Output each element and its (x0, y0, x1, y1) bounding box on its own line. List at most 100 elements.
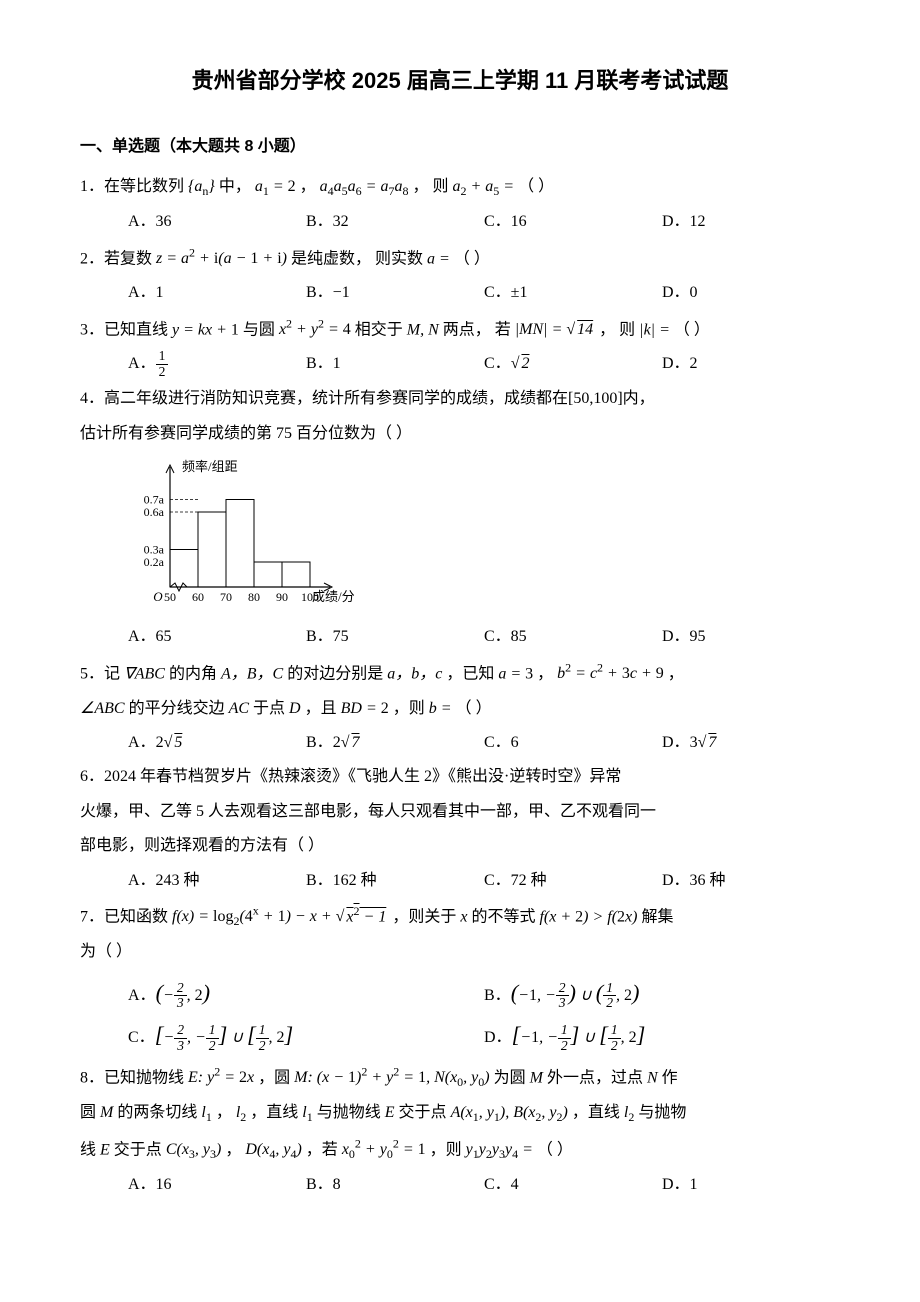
question-2: 2．若复数 z = a2 + i(a − 1 + i) 是纯虚数， 则实数 a … (80, 242, 840, 275)
q8-t: 交于点 (399, 1104, 447, 1121)
q5-d: D (289, 700, 301, 717)
q2-z: z = a2 + i(a − 1 + i) (156, 250, 287, 267)
q1-a456: a4a5a6 = a7a8 (320, 178, 409, 195)
svg-text:90: 90 (276, 590, 288, 604)
q5-options: A．2√5 B．2√7 C．6 D．3√7 (128, 728, 840, 758)
q8-d: D(x4, y4) (245, 1141, 301, 1158)
question-4: 4．高二年级进行消防知识竞赛，统计所有参赛同学的成绩，成绩都在[50,100]内… (80, 384, 840, 414)
q8-opt-d: D．1 (662, 1170, 840, 1200)
q2-opt-b: B．−1 (306, 278, 484, 308)
svg-text:成绩/分: 成绩/分 (312, 589, 355, 604)
q7-x: x (460, 908, 467, 925)
q4-l1a: 4．高二年级进行消防知识竞赛，统计所有参赛同学的成绩，成绩都在 (80, 390, 568, 407)
q3-line: y = kx + 1 (172, 321, 239, 338)
q5-abc: A，B，C (221, 665, 283, 682)
q6-opt-c: C．72 种 (484, 866, 662, 896)
question-8b: 圆 M 的两条切线 l1 ， l2 ，直线 l1 与抛物线 E 交于点 A(x1… (80, 1098, 840, 1129)
svg-text:频率/组距: 频率/组距 (182, 459, 238, 474)
q8-n: N (647, 1069, 658, 1086)
q7-ineq: f(x + 2) > f(2x) (539, 908, 637, 925)
q8-ab: A(x1, y1), B(x2, y2) (451, 1104, 568, 1121)
q7-t: ，则关于 (392, 908, 456, 925)
q7-t: 的不等式 (471, 908, 535, 925)
q8-t: 外一点，过点 (547, 1069, 643, 1086)
question-7: 7．已知函数 f(x) = log2(4x + 1) − x + √x2 − 1… (80, 900, 840, 933)
q5-b-label: B． (306, 734, 333, 751)
q7-fx: f(x) = log2(4x + 1) − x + √x2 − 1 (172, 908, 388, 925)
q8-opt-a: A．16 (128, 1170, 306, 1200)
q4-opt-c: C．85 (484, 622, 662, 652)
q3-opt-c: C．√2 (484, 349, 662, 380)
q4-opt-d: D．95 (662, 622, 840, 652)
question-8: 8．已知抛物线 E: y2 = 2x ，圆 M: (x − 1)2 + y2 =… (80, 1061, 840, 1094)
q5-blank: （ ） (456, 700, 492, 717)
q8-mlab: M (530, 1069, 543, 1086)
q5-bd: BD = 2 (341, 700, 389, 717)
q5-t: ，已知 (446, 665, 494, 682)
question-6c: 部电影，则选择观看的方法有（ ） (80, 831, 840, 861)
q8-prod: y1y2y3y4 = (466, 1141, 533, 1158)
question-8c: 线 E 交于点 C(x3, y3) ， D(x4, y4) ，若 x02 + y… (80, 1133, 840, 1166)
q8-t: ， (225, 1141, 241, 1158)
q1-seq: {an} (188, 178, 215, 195)
q3-text: 与圆 (243, 321, 275, 338)
q5-t: ， (537, 665, 553, 682)
q8-cond: x02 + y02 = 1 (342, 1141, 426, 1158)
q5-opt-a: A．2√5 (128, 728, 306, 758)
q6-options: A．243 种 B．162 种 C．72 种 D．36 种 (128, 866, 840, 896)
q4-opt-b: B．75 (306, 622, 484, 652)
q8-m2: M (100, 1104, 113, 1121)
q7-d-label: D． (484, 1029, 512, 1046)
q1-opt-b: B．32 (306, 207, 484, 237)
question-6a: 6．2024 年春节档贺岁片《热辣滚烫》《飞驰人生 2》《熊出没·逆转时空》异常 (80, 762, 840, 792)
q7-opt-a: A．(−23, 2) (128, 972, 484, 1015)
q8-t: 为圆 (494, 1069, 526, 1086)
q7-opt-d: D．[−1, −12] ∪ [12, 2] (484, 1014, 840, 1057)
q8-e3: E (100, 1141, 110, 1158)
question-3: 3．已知直线 y = kx + 1 与圆 x2 + y2 = 4 相交于 M, … (80, 313, 840, 346)
svg-text:70: 70 (220, 590, 232, 604)
q6-opt-a: A．243 种 (128, 866, 306, 896)
q8-opt-c: C．4 (484, 1170, 662, 1200)
q5-beq: b = (429, 700, 452, 717)
q1-a1: a1 = 2 (255, 178, 296, 195)
q5-t: ，则 (393, 700, 425, 717)
q4-range: [50,100] (568, 390, 623, 407)
q8-t: 圆 (80, 1104, 96, 1121)
q3-opt-d: D．2 (662, 349, 840, 380)
q8-c: C(x3, y3) (166, 1141, 222, 1158)
q5-abclow: a，b，c (387, 665, 442, 682)
q1-opt-a: A．36 (128, 207, 306, 237)
q8-t: ，直线 (250, 1104, 298, 1121)
q8-t: 交于点 (114, 1141, 162, 1158)
q8-t: ，圆 (258, 1069, 290, 1086)
histogram: 0.7a0.6a0.3a0.2a5060708090100频率/组距成绩/分O (120, 457, 840, 618)
q1-blank: （ ） (518, 178, 554, 195)
q1-text: ， 则 (412, 178, 448, 195)
question-7b: 为（ ） (80, 937, 840, 967)
q5-d-label: D． (662, 734, 690, 751)
q5-t: ，且 (305, 700, 337, 717)
q1-opt-d: D．12 (662, 207, 840, 237)
q3-options: A．12 B．1 C．√2 D．2 (128, 349, 840, 380)
q5-ac: AC (229, 700, 249, 717)
q5-t: ， (668, 665, 684, 682)
q1-text: 中， (219, 178, 251, 195)
q8-t: 与抛物 (638, 1104, 686, 1121)
question-1: 1．在等比数列 {an} 中， a1 = 2 ， a4a5a6 = a7a8 ，… (80, 172, 840, 203)
q8-blank: （ ） (537, 1141, 573, 1158)
svg-text:0.6a: 0.6a (144, 505, 165, 519)
q5-opt-b: B．2√7 (306, 728, 484, 758)
q8-options: A．16 B．8 C．4 D．1 (128, 1170, 840, 1200)
q8-opt-b: B．8 (306, 1170, 484, 1200)
q8-l2: l2 (236, 1104, 246, 1121)
q3-text: 两点， 若 (443, 321, 511, 338)
q5-tri: ∇ABC (124, 665, 165, 682)
svg-text:O: O (153, 589, 163, 604)
q8-m: M: (x − 1)2 + y2 = 1, N(x0, y0) (294, 1069, 489, 1086)
q8-t: 与抛物线 (317, 1104, 381, 1121)
q8-e: E: y2 = 2x (188, 1069, 254, 1086)
q5-a3: a = 3 (498, 665, 533, 682)
q8-t: 作 (662, 1069, 678, 1086)
q8-t: ，若 (306, 1141, 338, 1158)
